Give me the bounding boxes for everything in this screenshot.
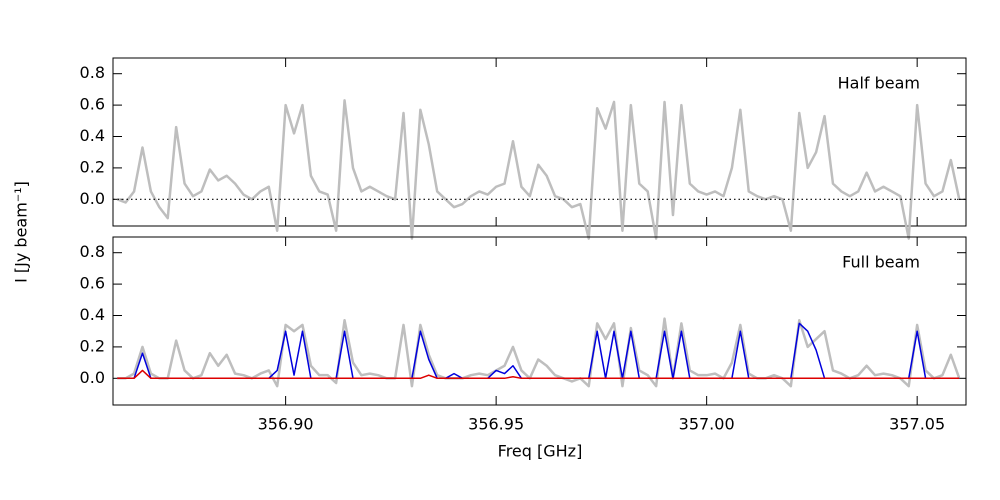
x-tick-label: 357.05 — [889, 415, 945, 434]
y-tick-label: 0.8 — [80, 63, 105, 82]
x-axis-label: Freq [GHz] — [498, 442, 583, 461]
plot-frame — [112, 236, 967, 406]
x-tick-label: 357.00 — [679, 415, 735, 434]
panel-annotation: Full beam — [842, 253, 920, 272]
spectrum-line — [117, 317, 961, 388]
spectrum-line — [117, 369, 960, 380]
y-tick-label: 0.6 — [80, 95, 105, 114]
x-tick-label: 356.95 — [468, 415, 524, 434]
y-tick-label: 0.2 — [80, 157, 105, 176]
y-axis-label: I [Jy beam⁻¹] — [12, 181, 31, 283]
x-tick-label: 356.90 — [258, 415, 314, 434]
y-tick-label: 0.6 — [80, 274, 105, 293]
y-tick-label: 0.0 — [80, 368, 105, 387]
y-tick-label: 0.4 — [80, 126, 105, 145]
y-tick-label: 0.8 — [80, 242, 105, 261]
y-tick-label: 0.0 — [80, 189, 105, 208]
y-tick-label: 0.2 — [80, 336, 105, 355]
y-tick-label: 0.4 — [80, 305, 105, 324]
plot-frame — [112, 57, 967, 227]
panel-annotation: Half beam — [838, 74, 920, 93]
spectrum-line — [116, 99, 961, 240]
